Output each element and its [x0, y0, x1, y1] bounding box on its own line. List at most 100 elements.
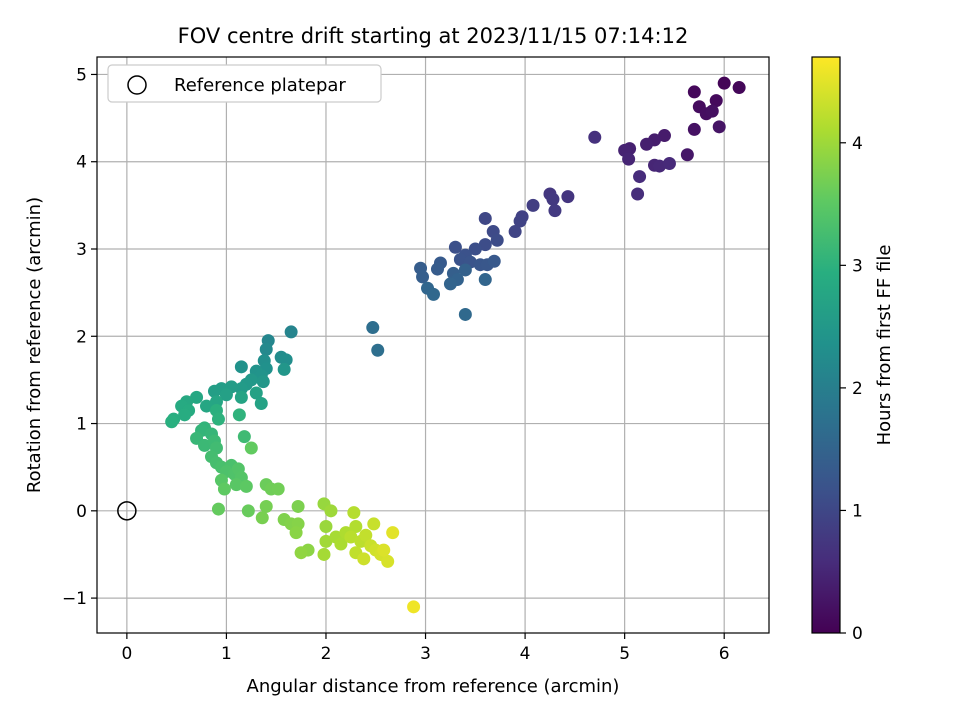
data-point	[219, 388, 233, 402]
data-point	[367, 517, 381, 531]
data-point	[546, 192, 560, 206]
data-point	[453, 252, 467, 266]
data-point	[200, 399, 214, 413]
data-point	[207, 384, 221, 398]
data-point	[334, 537, 348, 551]
data-point	[377, 543, 391, 557]
data-point	[631, 187, 645, 201]
data-point	[239, 479, 253, 493]
data-point	[359, 528, 373, 542]
data-point	[687, 122, 701, 136]
data-point	[217, 482, 231, 496]
data-point	[271, 482, 285, 496]
data-point	[277, 362, 291, 376]
data-point	[487, 254, 501, 268]
x-tick-label: 0	[121, 644, 132, 664]
y-tick-label: 3	[76, 240, 87, 260]
data-point	[190, 390, 204, 404]
reference-platepar-marker	[117, 501, 137, 521]
data-point	[347, 506, 361, 520]
data-point	[241, 504, 255, 518]
data-point	[732, 81, 746, 95]
colorbar-label: Hours from first FF file	[874, 245, 895, 446]
plot-frame	[96, 56, 770, 634]
data-point	[652, 159, 666, 173]
y-axis-label: Rotation from reference (arcmin)	[24, 197, 45, 493]
data-point	[244, 441, 258, 455]
colorbar-tick-label: 4	[852, 134, 863, 154]
data-point	[705, 104, 719, 118]
data-point	[448, 240, 462, 254]
data-point	[622, 152, 636, 166]
data-point	[588, 130, 602, 144]
chart-title: FOV centre drift starting at 2023/11/15 …	[178, 24, 689, 48]
data-point	[526, 198, 540, 212]
data-point	[508, 225, 522, 239]
data-point	[349, 520, 363, 534]
data-point	[662, 156, 676, 170]
data-point	[478, 273, 492, 287]
data-point	[254, 396, 268, 410]
data-point	[478, 211, 492, 225]
data-point	[443, 277, 457, 291]
data-point	[478, 238, 492, 252]
data-point	[294, 546, 308, 560]
legend-marker-icon	[127, 75, 147, 95]
data-point	[211, 502, 225, 516]
data-point	[640, 137, 654, 151]
data-point	[237, 430, 251, 444]
data-point	[211, 412, 225, 426]
x-axis-ticks: 0 1 2 3 4 5 6	[121, 633, 730, 664]
data-point	[234, 360, 248, 374]
data-point	[249, 386, 263, 400]
data-point	[259, 342, 273, 356]
data-point	[458, 307, 472, 321]
data-point	[561, 190, 575, 204]
data-point	[255, 511, 269, 525]
x-axis-label: Angular distance from reference (arcmin)	[247, 676, 620, 697]
data-point	[232, 408, 246, 422]
y-tick-label: 0	[76, 502, 87, 522]
data-point	[381, 554, 395, 568]
data-point	[548, 204, 562, 218]
data-point	[709, 94, 723, 108]
data-point	[165, 415, 179, 429]
data-point	[317, 547, 331, 561]
data-point	[289, 526, 303, 540]
data-point	[319, 534, 333, 548]
y-tick-label: −1	[62, 589, 87, 609]
data-point	[291, 499, 305, 513]
data-point	[490, 233, 504, 247]
y-tick-label: 5	[76, 65, 87, 85]
x-tick-label: 1	[221, 644, 232, 664]
x-tick-label: 3	[420, 644, 431, 664]
data-point	[712, 120, 726, 134]
data-point	[633, 170, 647, 184]
x-tick-label: 6	[719, 644, 730, 664]
colorbar-tick-label: 2	[852, 379, 863, 399]
data-point	[407, 600, 421, 614]
data-point	[319, 520, 333, 534]
y-tick-label: 4	[76, 153, 87, 173]
data-point	[468, 242, 482, 256]
data-point	[416, 270, 430, 284]
data-point	[357, 552, 371, 566]
data-point	[426, 287, 440, 301]
data-point	[687, 85, 701, 99]
data-point	[513, 214, 527, 228]
legend: Reference platepar	[107, 64, 382, 103]
legend-box	[107, 64, 382, 103]
colorbar-gradient	[811, 56, 841, 634]
colorbar-tick-label: 0	[852, 624, 863, 644]
data-point	[284, 325, 298, 339]
data-point	[198, 438, 212, 452]
colorbar-tick-label: 3	[852, 256, 863, 276]
data-point	[234, 390, 248, 404]
y-tick-label: 1	[76, 415, 87, 435]
data-point	[324, 504, 338, 518]
x-tick-label: 4	[520, 644, 531, 664]
data-point	[259, 499, 273, 513]
grid-lines	[97, 57, 769, 633]
data-point	[344, 530, 358, 544]
